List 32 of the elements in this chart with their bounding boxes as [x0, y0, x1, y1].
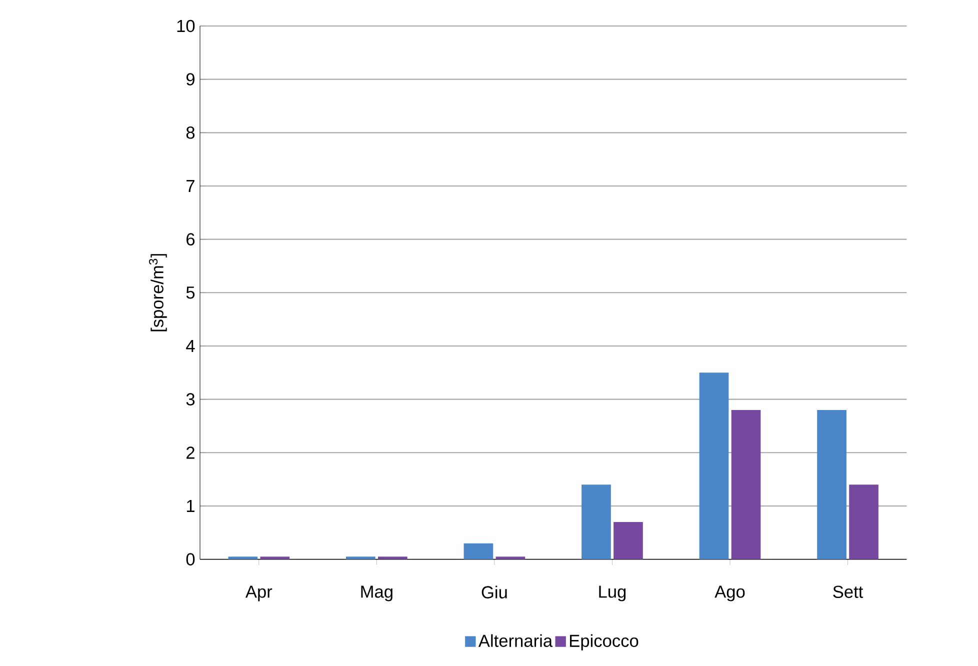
bar [614, 522, 643, 560]
bar [260, 556, 290, 560]
bar [699, 372, 729, 560]
y-axis-title: [spore/m$^{3}$] [148, 254, 167, 332]
x-tick-label: Giu [482, 586, 507, 598]
bar [496, 556, 526, 560]
bar [228, 556, 258, 560]
bar [817, 410, 846, 560]
y-tick-label: 6 [186, 233, 195, 246]
bar [464, 543, 494, 560]
y-tick-label: 8 [186, 126, 195, 139]
bar [582, 484, 611, 560]
bar [378, 556, 408, 560]
y-tick-label: 4 [186, 340, 195, 352]
y-tick-label: 5 [186, 286, 195, 299]
bar [849, 484, 878, 560]
y-tick-label: 0 [186, 553, 195, 566]
y-tick-label: 7 [186, 180, 194, 192]
y-tick-label: 10 [177, 20, 195, 32]
y-tick-label: 1 [186, 500, 194, 512]
x-tick-label: Apr [245, 586, 272, 602]
bar [731, 410, 761, 560]
x-tick-label: Lug [599, 586, 626, 602]
x-tick-label: Sett [833, 586, 864, 598]
legend-label: Alternaria [478, 634, 553, 647]
y-tick-label: 3 [186, 393, 195, 406]
x-tick-label: Mag [361, 586, 392, 602]
bar [346, 556, 376, 560]
legend-label: Epicocco [570, 634, 638, 650]
y-tick-label: 9 [186, 73, 194, 86]
y-tick-label: 2 [186, 446, 194, 459]
x-tick-label: Ago [714, 586, 745, 602]
